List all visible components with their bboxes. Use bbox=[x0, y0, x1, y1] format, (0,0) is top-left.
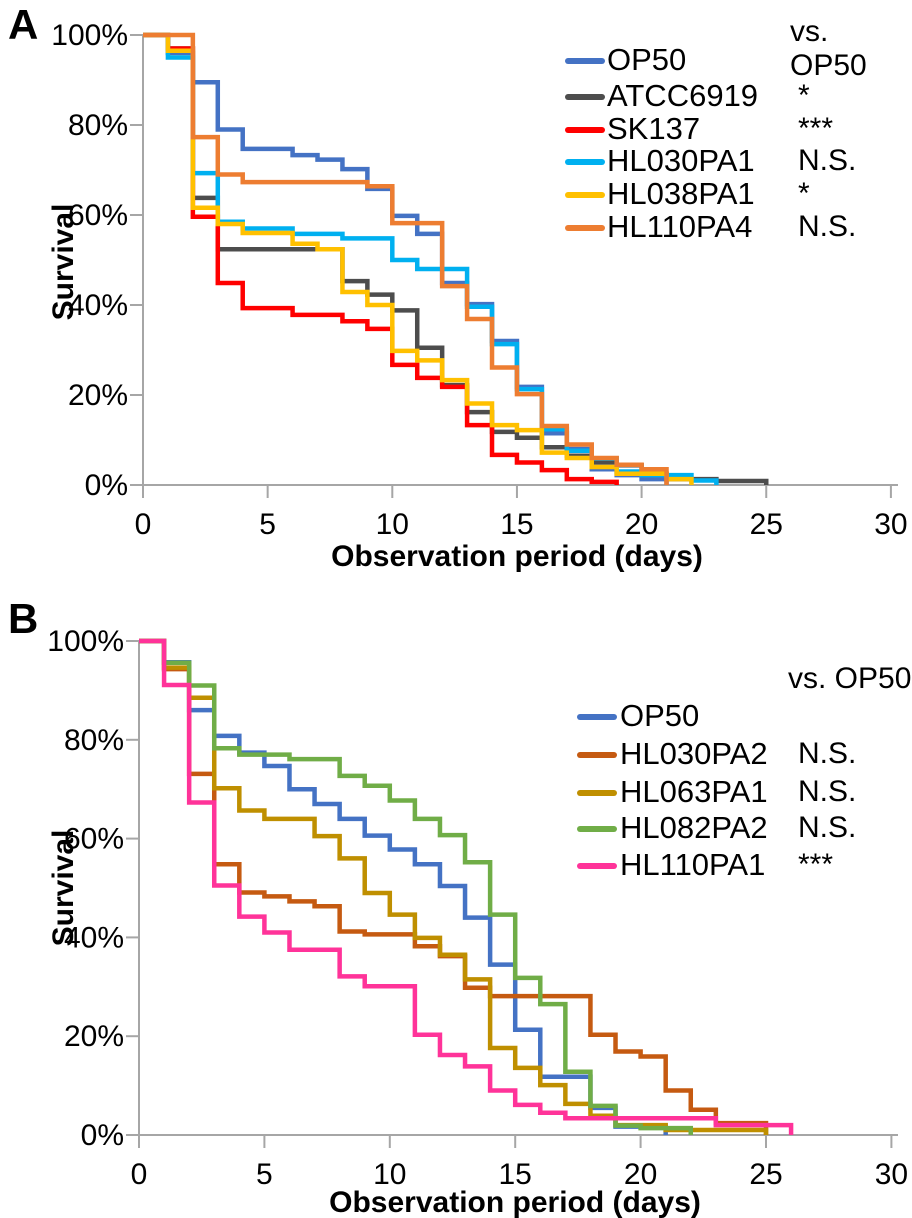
x-tick-label: 15 bbox=[500, 508, 533, 541]
y-tick-label: 20% bbox=[68, 379, 128, 412]
legend-swatch-hl063pa1 bbox=[577, 790, 617, 796]
x-tick-label: 0 bbox=[131, 1158, 148, 1191]
panel-b-letter: B bbox=[8, 595, 39, 642]
x-tick-label: 25 bbox=[750, 508, 783, 541]
panel-b-y-axis-title: Survival bbox=[47, 829, 80, 947]
significance-label-sk137: *** bbox=[798, 112, 834, 145]
survival-chart-panel-a: 0% 20% 40% 60% 80% 100% 0 5 10 15 20 25 30 bbox=[51, 19, 907, 541]
significance-label-hl063pa1: N.S. bbox=[798, 775, 857, 808]
legend-swatch-hl030pa1 bbox=[565, 159, 605, 165]
series-curve-hl038pa1 bbox=[143, 32, 694, 485]
panel-a-y-axis-title: Survival bbox=[47, 203, 80, 321]
x-tick-label: 20 bbox=[624, 1158, 657, 1191]
x-tick-label: 30 bbox=[874, 508, 907, 541]
x-tick-label: 5 bbox=[256, 1158, 273, 1191]
y-tick-label: 80% bbox=[64, 724, 124, 757]
panel-a-letter: A bbox=[8, 1, 39, 48]
significance-label-hl110pa1: *** bbox=[798, 848, 834, 881]
panel-a-x-axis-title: Observation period (days) bbox=[331, 540, 703, 573]
x-tick-label: 15 bbox=[499, 1158, 532, 1191]
x-tick-label: 10 bbox=[376, 508, 409, 541]
axes-lines bbox=[138, 641, 898, 1136]
y-tick-label: 0% bbox=[85, 469, 128, 502]
y-tick-label: 0% bbox=[81, 1119, 124, 1152]
legend-swatch-atcc6919 bbox=[565, 94, 605, 100]
legend-swatch-hl110pa4 bbox=[565, 225, 605, 231]
x-tick-label: 25 bbox=[749, 1158, 782, 1191]
legend-swatch-hl038pa1 bbox=[565, 192, 605, 198]
series-curve-hl082pa2 bbox=[139, 638, 694, 1135]
x-tick-label: 5 bbox=[259, 508, 276, 541]
series-curve-sk137 bbox=[143, 32, 619, 485]
legend-label-hl030pa2: HL030PA2 bbox=[620, 736, 768, 771]
legend-swatch-hl030pa2 bbox=[577, 752, 617, 758]
series-curve-hl110pa4 bbox=[143, 32, 669, 485]
panel-a-comparison-header: vs. OP50 bbox=[790, 15, 867, 82]
legend-swatch-op50 bbox=[565, 58, 605, 64]
legend-swatch-sk137 bbox=[565, 127, 605, 133]
legend-swatch-op50 bbox=[577, 714, 617, 720]
legend-label-hl110pa1: HL110PA1 bbox=[620, 847, 766, 882]
panel-b-comparison-header: vs. OP50 bbox=[788, 662, 912, 695]
legend-label-hl063pa1: HL063PA1 bbox=[620, 774, 768, 809]
series-curve-hl030pa2 bbox=[139, 638, 769, 1135]
legend-swatch-hl110pa1 bbox=[577, 863, 617, 869]
legend-label-hl030pa1: HL030PA1 bbox=[607, 143, 755, 178]
significance-label-hl110pa4: N.S. bbox=[798, 210, 857, 243]
y-tick-label: 100% bbox=[51, 19, 128, 52]
x-tick-label: 30 bbox=[875, 1158, 908, 1191]
series-curve-op50 bbox=[139, 638, 668, 1135]
series-curve-hl110pa1 bbox=[139, 638, 794, 1135]
significance-label-atcc6919: * bbox=[798, 79, 810, 112]
legend-swatch-hl082pa2 bbox=[577, 826, 617, 832]
legend-label-hl082pa2: HL082PA2 bbox=[620, 810, 768, 845]
survival-chart-panel-b: 0% 20% 40% 60% 80% 100% 0 5 10 15 20 25 30 bbox=[47, 625, 908, 1191]
y-tick-label: 60% bbox=[64, 823, 124, 856]
legend-label-atcc6919: ATCC6919 bbox=[607, 78, 759, 113]
legend-label-op50: OP50 bbox=[620, 698, 700, 733]
significance-label-hl030pa1: N.S. bbox=[798, 144, 857, 177]
significance-label-hl082pa2: N.S. bbox=[798, 811, 857, 844]
panel-b-x-axis-title: Observation period (days) bbox=[329, 1186, 701, 1218]
x-tick-label: 0 bbox=[135, 508, 152, 541]
legend-label-hl038pa1: HL038PA1 bbox=[607, 176, 755, 211]
y-tick-label: 60% bbox=[68, 199, 128, 232]
y-tick-label: 20% bbox=[64, 1020, 124, 1053]
significance-label-hl030pa2: N.S. bbox=[798, 737, 857, 770]
y-tick-label: 80% bbox=[68, 109, 128, 142]
y-tick-label: 40% bbox=[68, 289, 128, 322]
x-tick-label: 10 bbox=[373, 1158, 406, 1191]
legend-label-sk137: SK137 bbox=[607, 111, 701, 146]
legend-label-op50: OP50 bbox=[607, 42, 687, 77]
y-tick-label: 100% bbox=[47, 625, 124, 658]
axes-lines bbox=[142, 35, 898, 486]
significance-label-hl038pa1: * bbox=[798, 177, 810, 210]
x-tick-label: 20 bbox=[625, 508, 658, 541]
legend-label-hl110pa4: HL110PA4 bbox=[607, 209, 753, 244]
y-tick-label: 40% bbox=[64, 921, 124, 954]
